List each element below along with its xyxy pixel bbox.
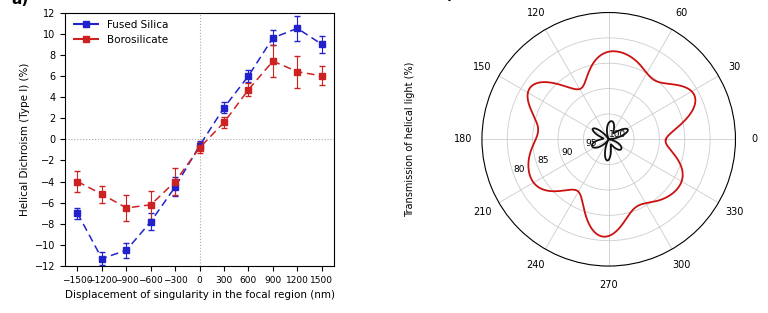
Y-axis label: Transmission of helical light (%): Transmission of helical light (%) [406, 62, 415, 217]
Legend: Fused Silica, Borosilicate: Fused Silica, Borosilicate [68, 16, 173, 49]
Text: b): b) [436, 0, 454, 3]
Text: a): a) [12, 0, 28, 8]
Y-axis label: Helical Dichroism (Type I) (%): Helical Dichroism (Type I) (%) [19, 63, 29, 216]
X-axis label: Displacement of singularity in the focal region (nm): Displacement of singularity in the focal… [65, 290, 335, 300]
